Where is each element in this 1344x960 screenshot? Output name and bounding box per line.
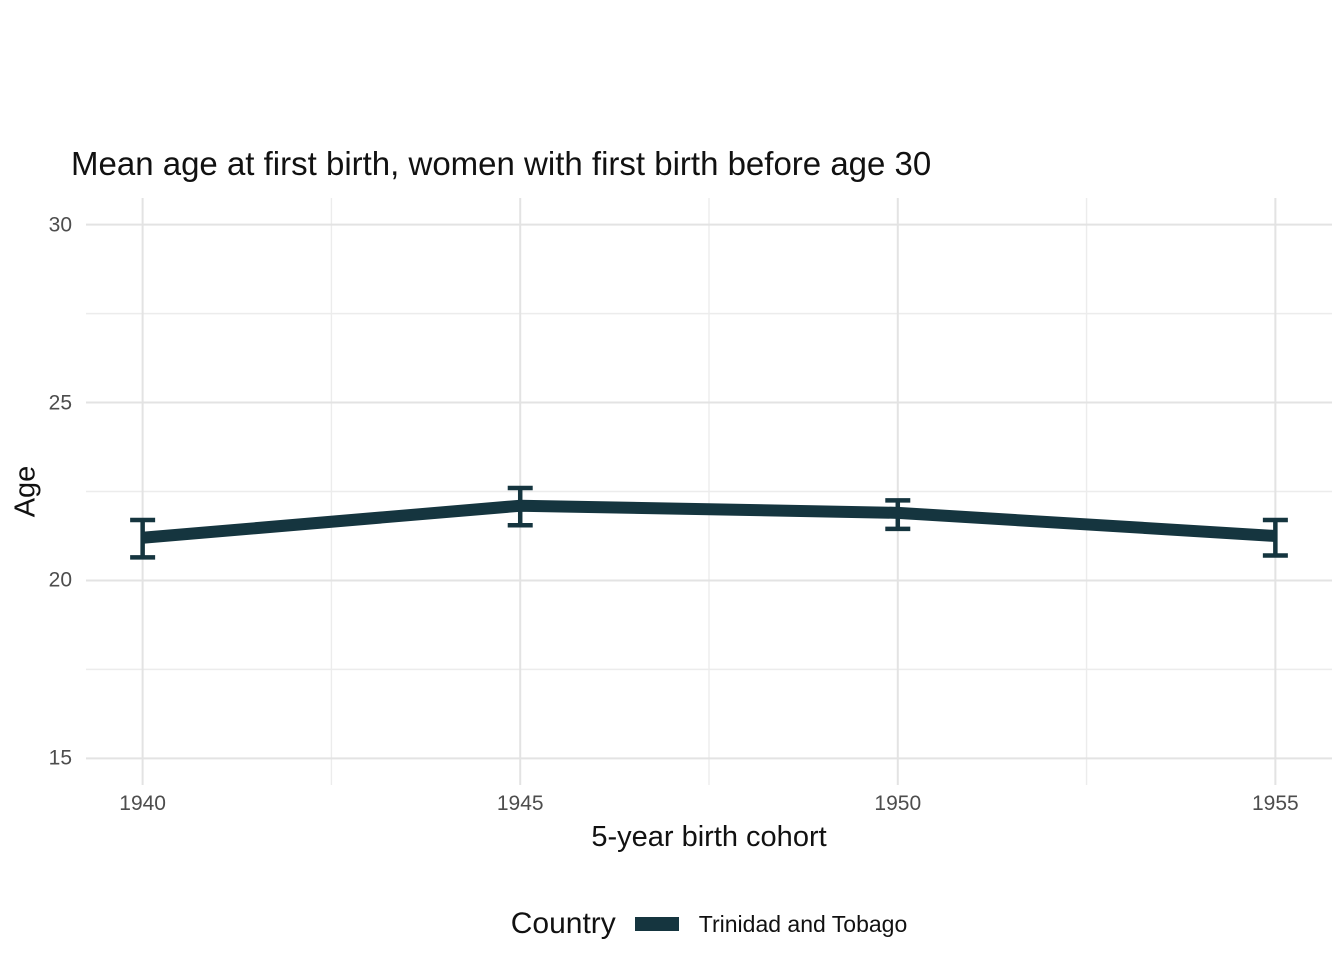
x-tick-label: 1955 [1252,792,1299,815]
x-tick-label: 1950 [874,792,922,815]
y-axis-title: Age [9,465,42,518]
legend-title: Country [510,907,616,940]
legend-key-swatch [634,917,679,931]
legend: Country Trinidad and Tobago [86,903,1332,945]
y-tick-label: 20 [48,568,72,592]
data-line [142,499,1276,544]
y-tick-label: 25 [48,391,72,415]
chart-title: Mean age at first birth, women with firs… [71,145,932,182]
y-tick-label: 15 [48,746,72,770]
x-axis-title: 5-year birth cohort [591,821,827,853]
x-tick-label: 1940 [119,792,166,815]
legend-item-label: Trinidad and Tobago [698,910,908,937]
x-tick-label: 1945 [496,792,544,815]
y-tick-label: 30 [48,213,72,237]
